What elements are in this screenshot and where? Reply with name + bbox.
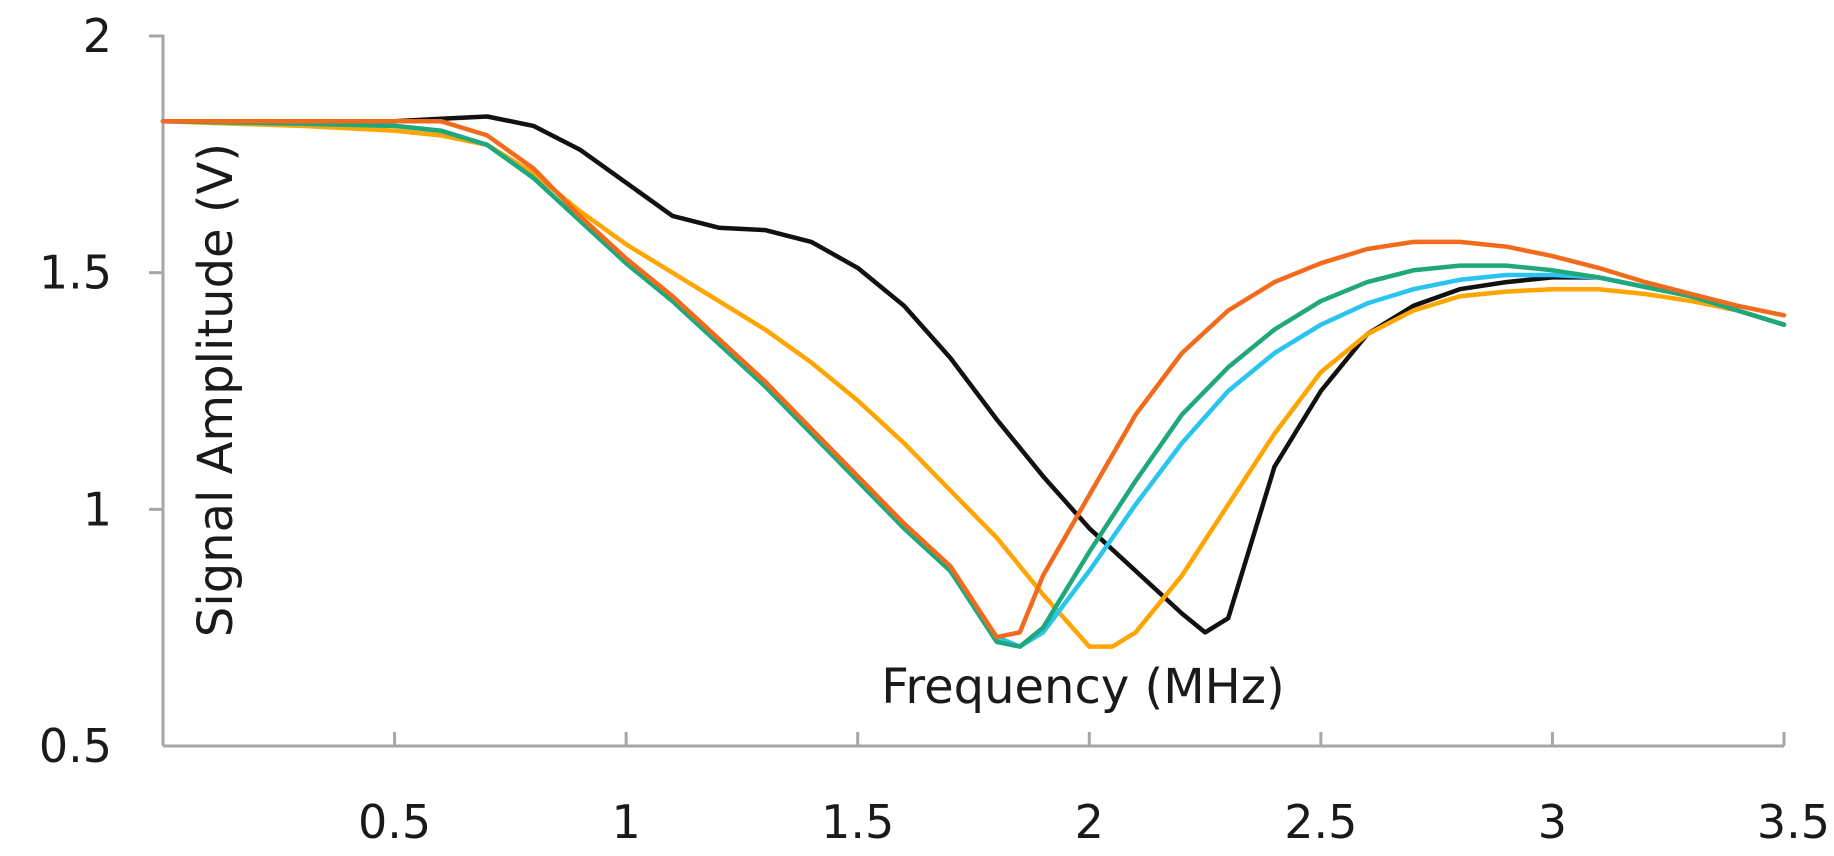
x-ticks: 0.5 1 1.5 2 2.5 3 3.5 <box>358 732 1830 849</box>
x-axis-title: Frequency (MHz) <box>881 659 1284 715</box>
y-tick-label: 1 <box>83 482 112 536</box>
x-tick-label: 3 <box>1538 795 1567 849</box>
axes <box>149 34 1784 748</box>
x-tick-label: 0.5 <box>358 795 431 849</box>
x-tick-label: 3.5 <box>1757 795 1830 849</box>
series-line <box>160 118 1787 649</box>
y-tick-label: 2 <box>83 9 112 63</box>
y-tick-label: 1.5 <box>39 246 112 300</box>
series-line <box>160 118 1787 640</box>
series-line <box>160 118 1787 649</box>
x-tick-label: 1.5 <box>821 795 894 849</box>
series-line <box>160 114 1787 635</box>
y-axis-title: Signal Amplitude (V) <box>188 143 244 637</box>
y-ticks: 0.5 1 1.5 2 <box>39 9 163 773</box>
series-line <box>160 118 1787 649</box>
x-tick-label: 1 <box>612 795 641 849</box>
y-tick-label: 0.5 <box>39 719 112 773</box>
series-group <box>160 114 1787 649</box>
x-tick-label: 2 <box>1075 795 1104 849</box>
x-tick-label: 2.5 <box>1284 795 1357 849</box>
y-axis-line <box>149 34 165 746</box>
